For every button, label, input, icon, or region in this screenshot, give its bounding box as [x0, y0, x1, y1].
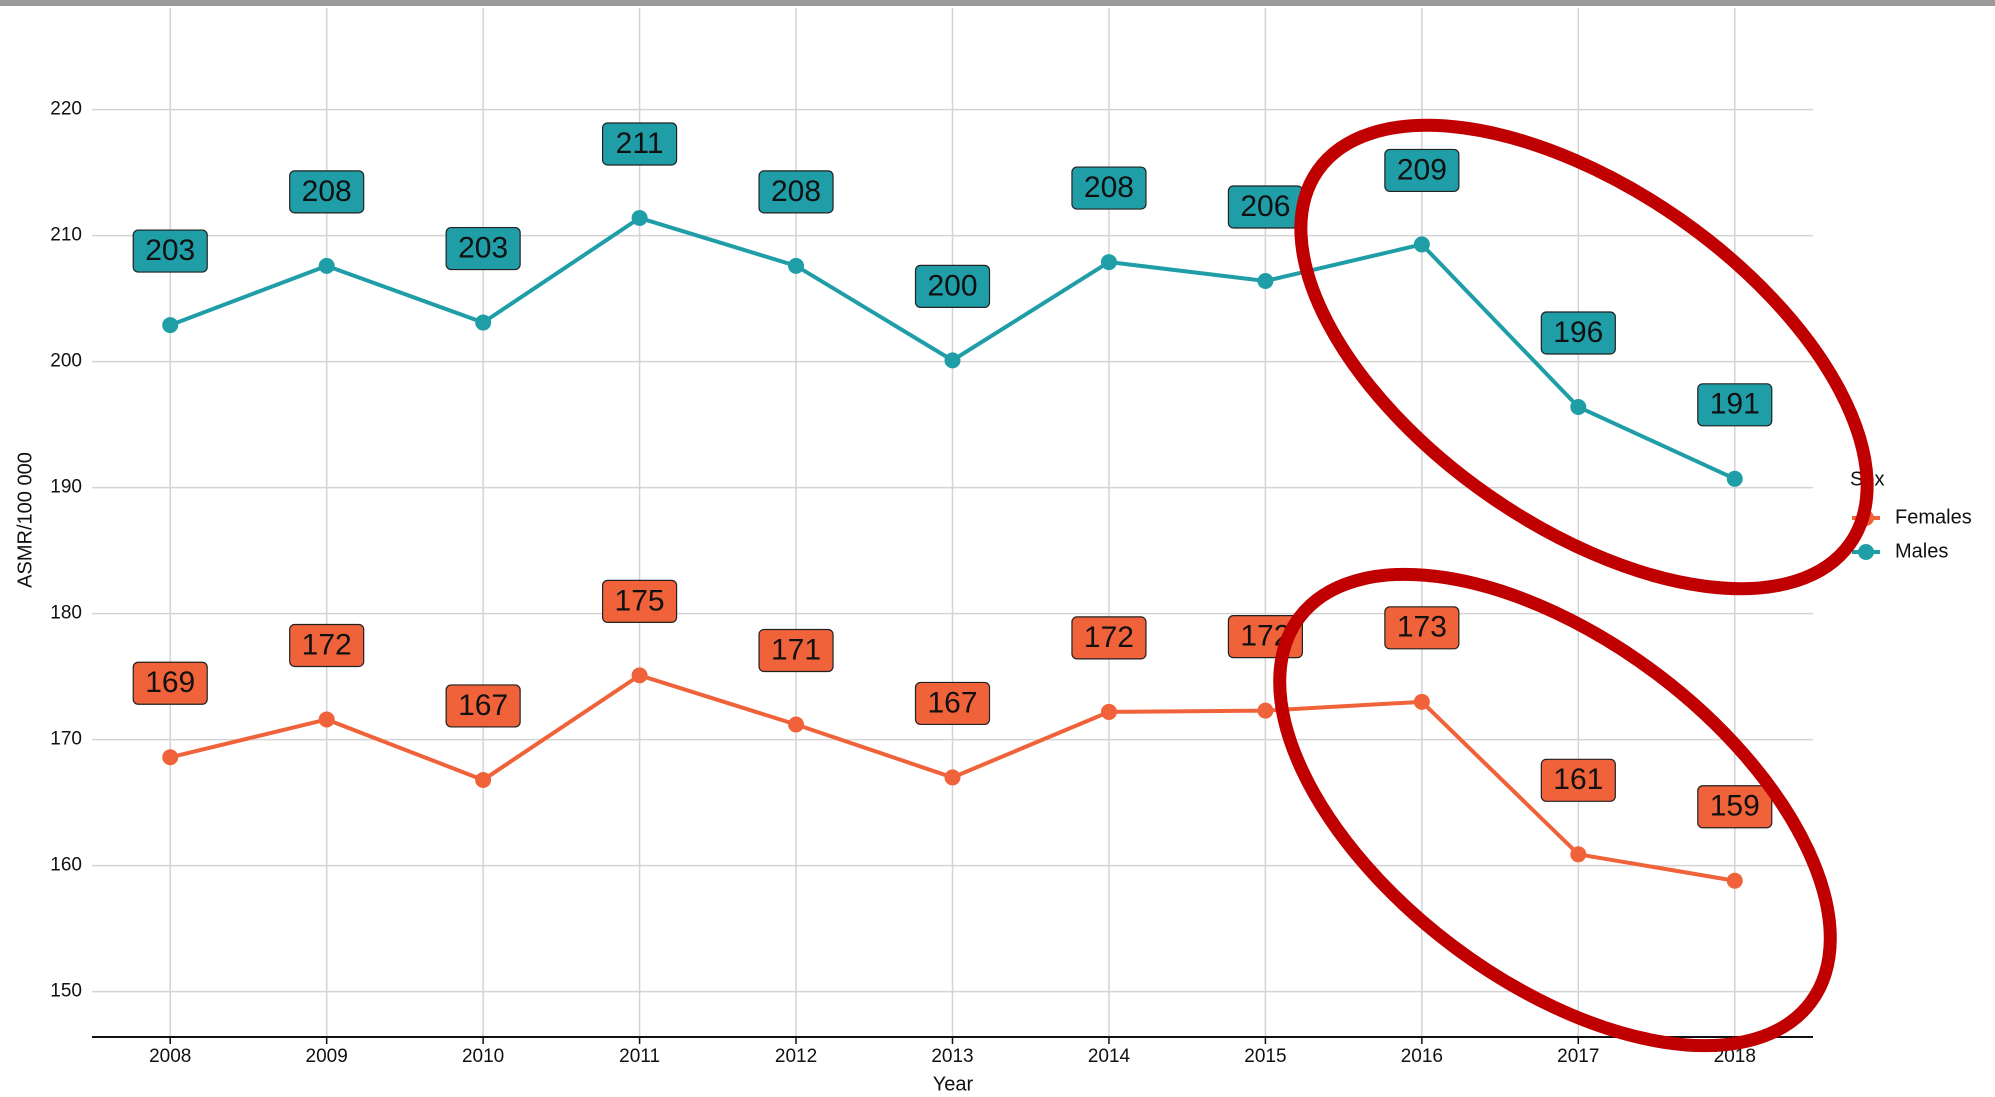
value-label: 211: [616, 127, 664, 160]
x-tick-label: 2009: [306, 1046, 348, 1067]
value-label-box: [132, 229, 208, 273]
point: [1257, 702, 1274, 719]
point: [475, 771, 492, 788]
value-label-box: [601, 122, 678, 166]
value-label-box: [132, 661, 208, 705]
value-label-box: [1540, 311, 1616, 355]
value-label-box: [1697, 383, 1773, 427]
point: [1100, 703, 1117, 720]
y-axis-title: ASMR/100 000: [14, 452, 36, 588]
point: [788, 257, 805, 274]
value-label: 175: [615, 584, 665, 617]
y-tick-label: 170: [50, 729, 82, 750]
x-tick-label: 2008: [149, 1046, 191, 1067]
plot: [162, 209, 1743, 889]
x-tick-label: 2010: [462, 1046, 504, 1067]
value-label-box: [289, 623, 365, 668]
value-label-box: [1540, 758, 1616, 802]
highlight-ellipse: [1273, 567, 1837, 1053]
highlight-ellipse: [1294, 118, 1874, 596]
value-label-box: [914, 681, 991, 726]
value-label-box: [1697, 785, 1773, 829]
y-tick-label: 190: [50, 477, 82, 498]
x-tick-label: 2016: [1401, 1046, 1443, 1067]
x-tick-label: 2013: [931, 1046, 973, 1067]
x-tick-label: 2011: [619, 1046, 660, 1067]
point: [475, 314, 492, 331]
point: [1726, 470, 1743, 487]
point: [162, 317, 179, 334]
value-label-box: [758, 170, 834, 214]
y-tick-label: 210: [50, 225, 82, 246]
value-label-box: [289, 170, 365, 214]
y-tick-label: 220: [50, 99, 82, 120]
point: [631, 667, 648, 684]
value-label: 206: [1240, 190, 1290, 223]
point: [1413, 236, 1430, 253]
x-tick-label: 2014: [1088, 1046, 1131, 1067]
value-label-box: [758, 628, 834, 673]
point: [1413, 693, 1430, 710]
value-label: 172: [1084, 621, 1134, 654]
y-tick-label: 150: [50, 981, 82, 1002]
point: [944, 769, 961, 786]
value-label-box: [1384, 148, 1460, 193]
value-label-box: [445, 684, 521, 728]
value-label: 191: [1710, 388, 1760, 421]
value-label: 200: [927, 269, 977, 302]
y-tick-label: 180: [50, 603, 82, 624]
value-label-box: [445, 226, 521, 271]
legend-label: Males: [1895, 540, 1948, 562]
value-label: 209: [1397, 153, 1447, 186]
value-label: 203: [458, 231, 508, 264]
value-label: 167: [927, 686, 977, 719]
point: [1570, 398, 1587, 415]
value-label: 208: [771, 175, 821, 208]
value-label: 173: [1397, 611, 1447, 644]
x-tick-label: 2012: [775, 1046, 817, 1067]
x-axis-title: Year: [933, 1073, 974, 1095]
value-label-box: [1071, 616, 1147, 660]
value-label-box: [601, 579, 678, 623]
value-label: 172: [302, 628, 352, 661]
value-label: 208: [302, 175, 352, 208]
point: [1257, 272, 1274, 289]
value-label: 167: [458, 689, 508, 722]
y-tick-label: 200: [50, 351, 82, 372]
y-tick-label: 160: [50, 855, 82, 876]
value-label-box: [1384, 606, 1460, 650]
value-label-box: [914, 264, 991, 308]
value-label-box: [1071, 166, 1147, 210]
value-label: 159: [1710, 790, 1760, 823]
point: [1570, 846, 1587, 863]
legend-swatch: [1858, 544, 1874, 560]
value-label: 203: [145, 234, 195, 267]
value-label: 171: [771, 633, 821, 666]
legend-label: Females: [1895, 506, 1972, 528]
value-label: 196: [1553, 316, 1603, 349]
window-edge: [0, 0, 1995, 6]
value-label: 208: [1084, 171, 1134, 204]
point: [1726, 872, 1743, 889]
x-tick-label: 2015: [1244, 1046, 1286, 1067]
point: [318, 711, 335, 728]
point: [788, 716, 805, 733]
value-label: 169: [145, 666, 195, 699]
point: [944, 352, 961, 369]
point: [631, 209, 648, 226]
value-label: 161: [1553, 763, 1603, 796]
point: [162, 749, 179, 766]
x-tick-label: 2017: [1557, 1046, 1599, 1067]
point: [1100, 254, 1117, 271]
point: [318, 257, 335, 274]
